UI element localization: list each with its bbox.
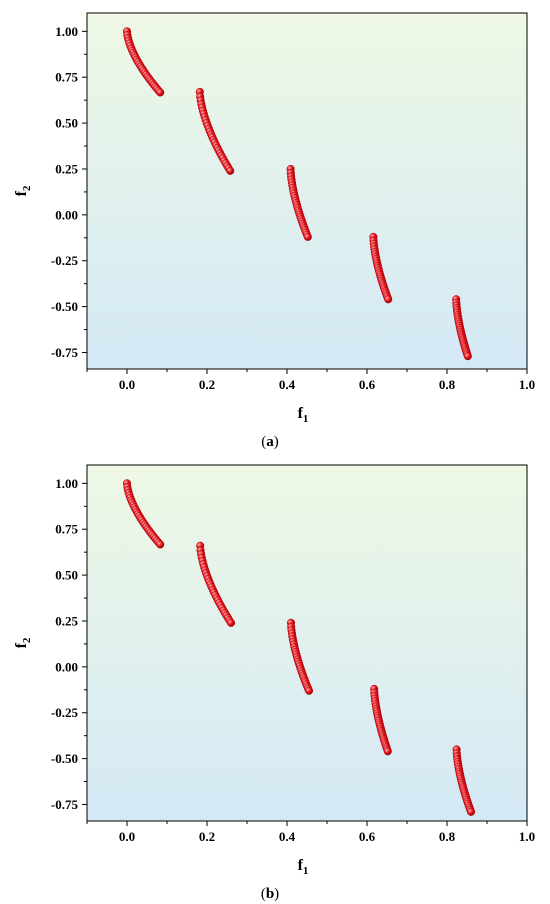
data-point (156, 540, 165, 549)
data-point (466, 807, 476, 816)
data-point (304, 686, 314, 695)
x-tick-label: 0.8 (439, 829, 456, 844)
y-tick-label: 0.00 (55, 659, 78, 674)
y-tick-label: -0.50 (51, 751, 78, 766)
y-tick-label: 1.00 (55, 24, 78, 39)
y-tick-label: -0.50 (51, 299, 78, 314)
y-axis-title: f2 (13, 637, 33, 648)
chart-panel-b: 0.0 0.2 0.4 0.6 0.8 1.0 1.00 0.75 0.50 0.25 0.00 -0… (0, 452, 550, 904)
scatter-plot-a: 0.0 0.2 0.4 0.6 0.8 1.0 1.00 0.75 0.50 0.25 0.00 -0… (13, 12, 535, 450)
x-tick-label: 0.4 (279, 377, 296, 392)
y-tick-label: -0.75 (51, 797, 79, 812)
y-tick-label: 0.75 (55, 522, 78, 537)
x-axis-title: f1 (298, 857, 309, 877)
y-tick-label: 0.75 (55, 70, 78, 85)
data-point (226, 166, 235, 175)
y-tick-label: 0.00 (55, 207, 78, 222)
y-tick-label: 1.00 (55, 476, 78, 491)
x-tick-label: 0.6 (359, 377, 376, 392)
x-tick-label: 0.2 (199, 377, 215, 392)
x-axis-title: f1 (298, 405, 309, 425)
scatter-plot-b: 0.0 0.2 0.4 0.6 0.8 1.0 1.00 0.75 0.50 0.25 0.00 -0… (13, 464, 535, 902)
y-tick-label: 0.25 (55, 161, 78, 176)
y-tick-label: -0.75 (51, 345, 79, 360)
chart-panel-a: 0.0 0.2 0.4 0.6 0.8 1.0 1.00 0.75 0.50 0.25 0.00 -0… (13, 12, 535, 450)
x-tick-label: 0.4 (279, 829, 296, 844)
y-tick-label: 0.25 (55, 613, 78, 628)
y-tick-label: 0.50 (55, 116, 78, 131)
data-point (226, 618, 236, 627)
data-point (383, 747, 392, 756)
y-tick-label: -0.25 (51, 705, 79, 720)
data-point (384, 295, 393, 304)
x-tick-label: 0.0 (119, 829, 135, 844)
y-tick-label: 0.50 (55, 568, 78, 583)
data-point (156, 88, 165, 97)
x-tick-label: 0.6 (359, 829, 376, 844)
x-tick-label: 0.8 (439, 377, 456, 392)
panel-caption: (b) (261, 886, 279, 902)
y-tick-label: -0.25 (51, 253, 79, 268)
y-axis-title: f2 (13, 185, 33, 196)
panel-caption: (a) (261, 434, 279, 450)
x-tick-label: 0.2 (199, 829, 215, 844)
x-tick-label: 1.0 (519, 377, 535, 392)
x-tick-label: 0.0 (119, 377, 135, 392)
data-point (463, 352, 472, 361)
data-point (303, 232, 312, 241)
x-tick-label: 1.0 (519, 829, 535, 844)
